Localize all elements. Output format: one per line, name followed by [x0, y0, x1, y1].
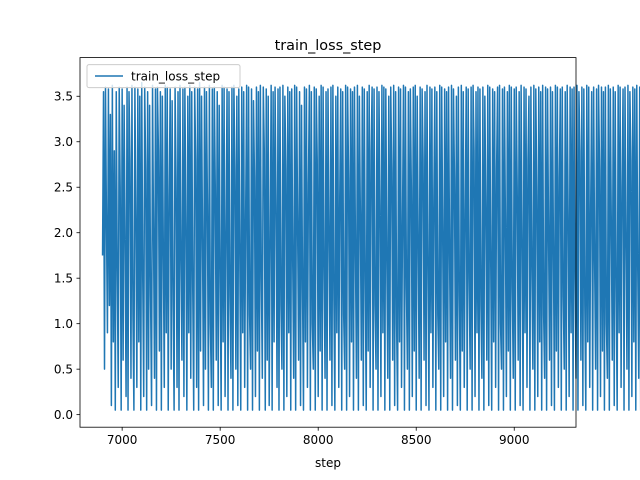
axes-frame [79, 57, 577, 428]
x-tick-label: 9000 [499, 433, 530, 447]
x-tick-label: 7500 [205, 433, 236, 447]
legend: train_loss_step [86, 64, 241, 89]
y-tick-label: 3.0 [54, 135, 73, 149]
x-axis-label: step [315, 456, 341, 470]
y-tick-label: 0.5 [54, 362, 73, 376]
x-tick-label: 8000 [303, 433, 334, 447]
y-tick-label: 2.5 [54, 181, 73, 195]
plot-area: 7000 7500 8000 8500 9000 0.0 0.5 1.0 1.5 2.0 2.5 3… [54, 57, 640, 447]
y-tick-label: 1.5 [54, 271, 73, 285]
legend-frame [86, 64, 241, 89]
y-tick-label: 2.0 [54, 226, 73, 240]
x-tick-label: 7000 [107, 433, 138, 447]
chart-title: train_loss_step [275, 38, 382, 54]
series-layer [101, 81, 640, 411]
y-axis: 0.0 0.5 1.0 1.5 2.0 2.5 3.0 3.5 [54, 90, 80, 422]
y-tick-label: 1.0 [54, 317, 73, 331]
x-axis: 7000 7500 8000 8500 9000 [107, 427, 530, 447]
y-tick-label: 0.0 [54, 408, 73, 422]
legend-label: train_loss_step [131, 70, 220, 84]
y-tick-label: 3.5 [54, 90, 73, 104]
x-tick-label: 8500 [401, 433, 432, 447]
series-line-train_loss_step [101, 81, 640, 411]
